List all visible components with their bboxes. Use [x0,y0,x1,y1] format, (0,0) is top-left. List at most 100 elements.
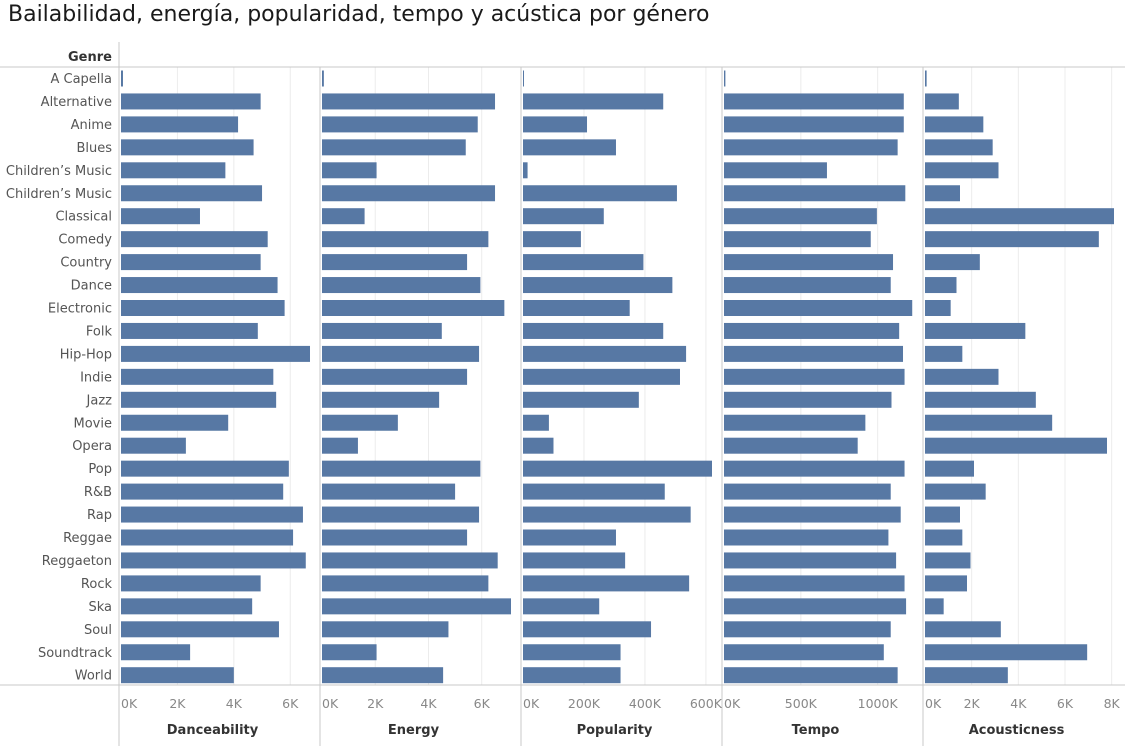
bar [925,300,951,316]
category-label: Ska [88,600,112,615]
category-label: Rap [87,508,112,523]
bar [121,300,285,316]
category-label: Reggae [63,531,112,546]
tick-label: 600K [690,696,723,711]
bar [925,345,963,362]
tick-label: 6K [282,696,299,711]
bar [925,506,960,523]
bar [523,345,687,362]
bar [925,644,1088,661]
tick-label: 4K [420,696,437,711]
category-label: Reggaeton [42,554,112,569]
category-label: Comedy [58,233,112,248]
category-label: Blues [76,141,112,156]
category-label: World [75,669,112,684]
tick-label: 8K [1104,696,1121,711]
bar [925,208,1114,225]
bar [322,345,480,362]
bar [523,300,630,316]
bar [523,437,554,454]
bar [925,185,960,202]
bar [121,621,279,638]
bar [322,529,468,546]
bar [925,70,927,87]
bar [925,483,986,500]
bar [724,644,884,661]
bar [121,667,234,684]
bar [523,208,604,225]
bar [523,529,616,546]
bar [925,460,974,477]
bar [322,139,466,156]
bar [121,552,306,569]
tick-label: 500K [785,696,818,711]
bar [925,139,993,156]
bar [925,529,963,546]
bar [523,277,673,294]
bar [925,231,1099,248]
axis-title: Acousticness [969,723,1065,738]
bar [121,139,254,156]
bar [322,437,358,454]
category-label: Alternative [41,95,112,110]
bar [322,414,398,431]
bar [523,644,621,661]
bar [724,116,904,133]
bar [121,277,278,294]
bar [724,414,866,431]
category-label: Jazz [86,393,113,408]
bar [724,667,898,684]
bar [724,575,905,592]
tick-label: 0K [523,696,540,711]
bar [523,391,639,408]
category-label: Children’s Music [6,187,112,202]
category-label: Electronic [48,302,112,317]
tick-label: 0K [925,696,942,711]
bar [523,552,626,569]
category-label: Hip-Hop [60,347,112,362]
bar [322,506,480,523]
bar [925,552,971,569]
bar [724,506,901,523]
tick-label: 6K [1057,696,1074,711]
bar [925,162,999,179]
tick-label: 2K [964,696,981,711]
bar [322,598,511,615]
bar [523,460,712,477]
bar [322,277,481,294]
tick-label: 4K [1010,696,1027,711]
bar [121,506,303,523]
axis-title: Popularity [577,723,653,738]
category-label: Rock [81,577,113,592]
category-label: Dance [71,279,112,294]
bar [724,529,889,546]
axis-title: Danceability [167,723,259,738]
bar [523,483,665,500]
category-label: Children’s Music [6,164,112,179]
bar [121,529,294,546]
tick-label: 4K [226,696,243,711]
category-label: Opera [72,439,112,454]
bar [925,621,1001,638]
bar [322,483,456,500]
bar [724,254,894,271]
bar [523,667,621,684]
bar [322,93,496,110]
bar [121,162,226,179]
bar [523,162,528,179]
tick-label: 0K [121,696,138,711]
bar [121,345,310,362]
bar [523,575,690,592]
bar [925,437,1107,454]
bar [724,598,907,615]
bar [925,414,1053,431]
bar [925,93,959,110]
category-labels: A Capella Alternative Anime Blues Children’s… [6,72,113,684]
bar [121,93,261,110]
tick-labels: 0K 2K 4K 6K 0K 2K 4K 6K 0K 200K 400K 600K 0K 500K 1000… [121,696,1121,711]
bar [724,391,892,408]
bar [121,368,274,385]
category-label: Classical [55,210,112,225]
bar [925,368,999,385]
